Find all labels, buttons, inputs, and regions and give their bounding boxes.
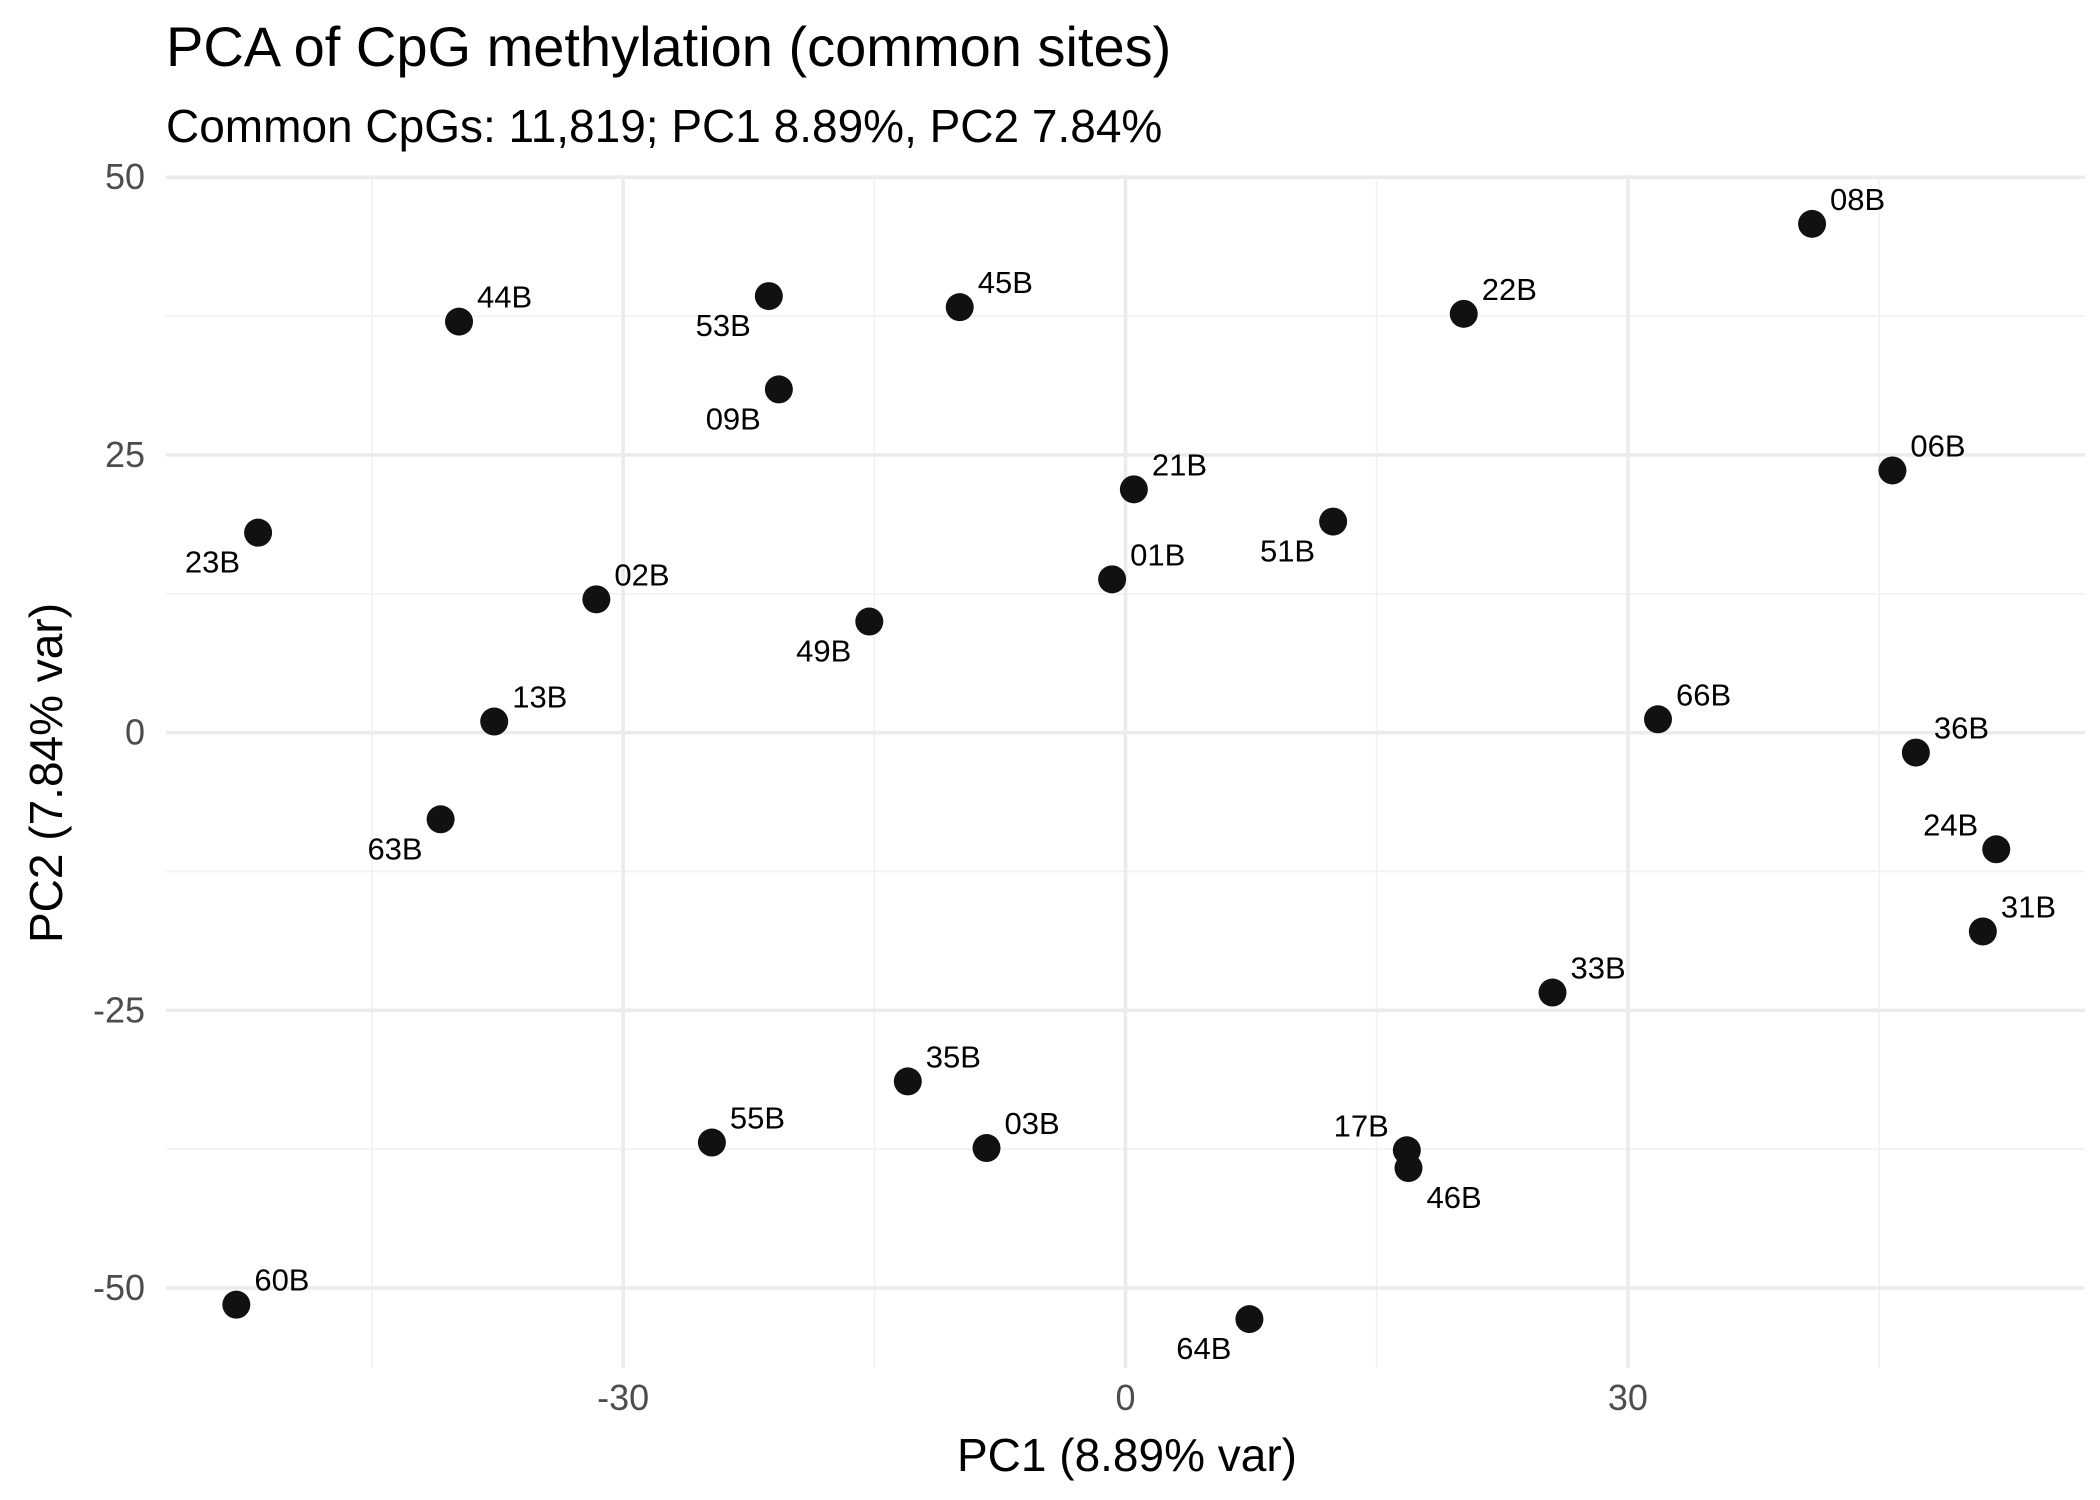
point-label: 21B xyxy=(1152,447,1207,482)
point-label: 08B xyxy=(1830,182,1885,217)
y-tick-label: -25 xyxy=(93,989,145,1030)
point-label: 06B xyxy=(1910,428,1965,463)
x-tick-label: 30 xyxy=(1608,1377,1648,1418)
point-label: 17B xyxy=(1334,1108,1389,1143)
chart-subtitle: Common CpGs: 11,819; PC1 8.89%, PC2 7.84… xyxy=(166,100,1162,152)
point-label: 49B xyxy=(796,634,851,669)
point-label: 03B xyxy=(1005,1106,1060,1141)
point-labels: 08B 44B 53B 45B 22B 09B 06B 21B 51B 23B 01B 02B 49B 1… xyxy=(185,182,2056,1366)
chart-title: PCA of CpG methylation (common sites) xyxy=(166,15,1171,78)
data-point xyxy=(1235,1305,1264,1334)
data-point xyxy=(222,1290,251,1319)
point-label: 53B xyxy=(696,308,751,343)
data-point xyxy=(1798,209,1827,238)
point-label: 46B xyxy=(1426,1180,1481,1215)
y-tick-label: -50 xyxy=(93,1267,145,1308)
point-label: 01B xyxy=(1130,537,1185,572)
y-axis-ticks: -50 -25 0 25 50 xyxy=(93,156,145,1308)
point-label: 09B xyxy=(706,401,761,436)
point-label: 22B xyxy=(1482,272,1537,307)
point-label: 55B xyxy=(730,1101,785,1136)
point-label: 36B xyxy=(1934,711,1989,746)
x-axis-label: PC1 (8.89% var) xyxy=(957,1429,1297,1481)
data-point xyxy=(764,375,793,404)
data-point xyxy=(855,607,884,636)
data-point xyxy=(1119,475,1148,504)
point-label: 24B xyxy=(1923,807,1978,842)
point-label: 33B xyxy=(1571,951,1626,986)
data-point xyxy=(972,1134,1001,1163)
data-point xyxy=(426,805,455,834)
data-point xyxy=(1901,738,1930,767)
data-point xyxy=(893,1067,922,1096)
data-point xyxy=(697,1128,726,1157)
x-tick-label: 0 xyxy=(1115,1377,1135,1418)
x-tick-label: -30 xyxy=(597,1377,649,1418)
x-axis-ticks: -30 0 30 xyxy=(597,1377,1648,1418)
point-label: 13B xyxy=(512,680,567,715)
data-point xyxy=(1878,456,1907,485)
point-label: 45B xyxy=(978,265,1033,300)
point-label: 44B xyxy=(477,280,532,315)
y-tick-label: 50 xyxy=(105,156,145,197)
data-point xyxy=(445,307,474,336)
y-tick-label: 0 xyxy=(125,712,145,753)
point-label: 02B xyxy=(614,557,669,592)
data-point xyxy=(945,293,974,322)
point-label: 64B xyxy=(1176,1331,1231,1366)
point-label: 51B xyxy=(1260,534,1315,569)
data-point xyxy=(1968,917,1997,946)
y-axis-label: PC2 (7.84% var) xyxy=(20,603,72,943)
data-point xyxy=(754,282,783,311)
point-label: 31B xyxy=(2001,889,2056,924)
point-label: 60B xyxy=(254,1263,309,1298)
point-label: 35B xyxy=(926,1039,981,1074)
y-tick-label: 25 xyxy=(105,434,145,475)
data-point xyxy=(1538,978,1567,1007)
data-point xyxy=(1098,565,1127,594)
data-points xyxy=(222,209,2011,1334)
data-point xyxy=(1319,507,1348,536)
data-point xyxy=(480,707,509,736)
point-label: 63B xyxy=(367,831,422,866)
point-label: 66B xyxy=(1676,677,1731,712)
data-point xyxy=(244,518,273,547)
point-label: 23B xyxy=(185,545,240,580)
data-point xyxy=(1449,299,1478,328)
data-point xyxy=(582,585,611,614)
data-point xyxy=(1643,705,1672,734)
data-point xyxy=(1982,835,2011,864)
data-point xyxy=(1394,1154,1423,1183)
